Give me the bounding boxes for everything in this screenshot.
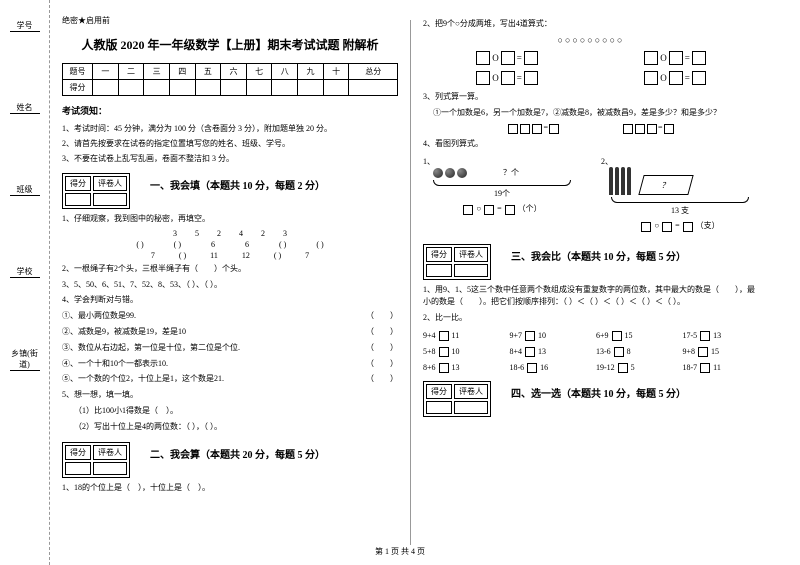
eq-row: O = O = — [423, 71, 759, 85]
q2-4: 4、看图列算式。 — [423, 138, 759, 151]
section-1-head: 得分评卷人 一、我会填（本题共 10 分，每题 2 分） — [62, 173, 398, 209]
q1-4-1: ①、最小两位数是99.（ ） — [62, 310, 398, 323]
binding-field: 学号 — [10, 20, 40, 32]
q1-4-5: ⑤、一个数的个位2，十位上是1，这个数是21.（ ） — [62, 373, 398, 386]
score-box: 得分评卷人 — [62, 442, 130, 478]
score-table: 题号 一 二 三 四 五 六 七 八 九 十 总分 得分 — [62, 63, 398, 96]
q1-1: 1、仔细观察，我到图中的秘密，再填空。 — [62, 213, 398, 226]
section-2-head: 得分评卷人 二、我会算（本题共 20 分，每题 5 分） — [62, 442, 398, 478]
pencils-icon — [609, 167, 631, 195]
comparison-grid: 9+411 9+710 6+915 17-513 5+810 8+413 13-… — [423, 331, 759, 373]
diamond-row: 7( )1112( )7 — [62, 251, 398, 260]
section-3-head: 得分评卷人 三、我会比（本题共 10 分，每题 5 分） — [423, 244, 759, 280]
q2-2: 2、把9个○分成两堆，写出4道算式： — [423, 18, 759, 31]
eq-row: O = O = — [423, 51, 759, 65]
exam-page: 学号 姓名 班级 学校 乡镇(街道) 绝密★启用前 人教版 2020 年一年级数… — [0, 0, 800, 565]
diamond-row: ( )( )66( )( ) — [62, 240, 398, 249]
q1-3: 3、5、50、6、51、7、52、8、53、（ ）、（ ）。 — [62, 279, 398, 292]
notice-item: 1、考试时间：45 分钟，满分为 100 分（含卷面分 3 分），附加题单独 2… — [62, 123, 398, 135]
q1-2: 2、一根绳子有2个头，三根半绳子有（ ）个头。 — [62, 263, 398, 276]
q1-4-2: ②、减数是9，被减数是19，差是10（ ） — [62, 326, 398, 339]
secret-label: 绝密★启用前 — [62, 15, 398, 26]
q3-1: 1、用9、1、5这三个数中任意两个数组成没有重复数字的两位数，其中最大的数是（ … — [423, 284, 759, 310]
figure-2: 2、 ？ 13 支 ○ = （支） — [601, 156, 759, 235]
section-4-head: 得分评卷人 四、选一选（本题共 10 分，每题 5 分） — [423, 381, 759, 417]
score-box: 得分评卷人 — [423, 381, 491, 417]
box-icon: ？ — [638, 175, 693, 195]
balls-icon — [433, 168, 467, 178]
q3-2: 2、比一比。 — [423, 312, 759, 325]
page-footer: 第 1 页 共 4 页 — [0, 546, 800, 557]
q2-3: 3、列式算一算。 — [423, 91, 759, 104]
binding-field: 乡镇(街道) — [10, 348, 40, 371]
q1-4: 4、学会判断对与错。 — [62, 294, 398, 307]
q2-1: 1、18的个位上是（ ），十位上是（ ）。 — [62, 482, 398, 495]
binding-field: 姓名 — [10, 102, 40, 114]
binding-field: 班级 — [10, 184, 40, 196]
score-box: 得分评卷人 — [423, 244, 491, 280]
right-column: 2、把9个○分成两堆，写出4道算式： ○○○○○○○○○ O = O = O =… — [411, 0, 771, 565]
section-1-title: 一、我会填（本题共 10 分，每题 2 分） — [150, 177, 325, 192]
left-column: 绝密★启用前 人教版 2020 年一年级数学【上册】期末考试试题 附解析 题号 … — [50, 0, 410, 565]
notice-title: 考试须知： — [62, 104, 398, 117]
q2-3-text: ①一个加数是6，另一个加数是7，②减数是8，被减数昌9，差是多少？和是多少？ — [433, 107, 759, 120]
score-box: 得分评卷人 — [62, 173, 130, 209]
notice-item: 3、不要在试卷上乱写乱画，卷面不整洁扣 3 分。 — [62, 153, 398, 165]
circles-icon: ○○○○○○○○○ — [423, 35, 759, 45]
exam-title: 人教版 2020 年一年级数学【上册】期末考试试题 附解析 — [62, 36, 398, 53]
figure-row: 1、 ？个 19个 ○ = （个） 2、 ？ 13 支 ○ = （支） — [423, 156, 759, 235]
q1-5: 5、想一想，填一填。 — [62, 389, 398, 402]
binding-field: 学校 — [10, 266, 40, 278]
q1-4-4: ④、一个十和10个一都表示10.（ ） — [62, 358, 398, 371]
q1-5b: （2）写出十位上是4的两位数：（ ），（ ）。 — [74, 421, 398, 434]
section-4-title: 四、选一选（本题共 10 分，每题 5 分） — [511, 385, 686, 400]
mini-eq-row: = = — [423, 123, 759, 133]
section-2-title: 二、我会算（本题共 20 分，每题 5 分） — [150, 446, 325, 461]
section-3-title: 三、我会比（本题共 10 分，每题 5 分） — [511, 248, 686, 263]
q1-5a: （1）比100小1得数是（ ）。 — [74, 405, 398, 418]
binding-column: 学号 姓名 班级 学校 乡镇(街道) — [0, 0, 50, 565]
notice-item: 2、请首先按要求在试卷的指定位置填写您的姓名、班级、学号。 — [62, 138, 398, 150]
diamond-row: 352423 — [62, 229, 398, 238]
figure-1: 1、 ？个 19个 ○ = （个） — [423, 156, 581, 235]
q1-4-3: ③、数位从右边起，第一位是十位，第二位是个位.（ ） — [62, 342, 398, 355]
